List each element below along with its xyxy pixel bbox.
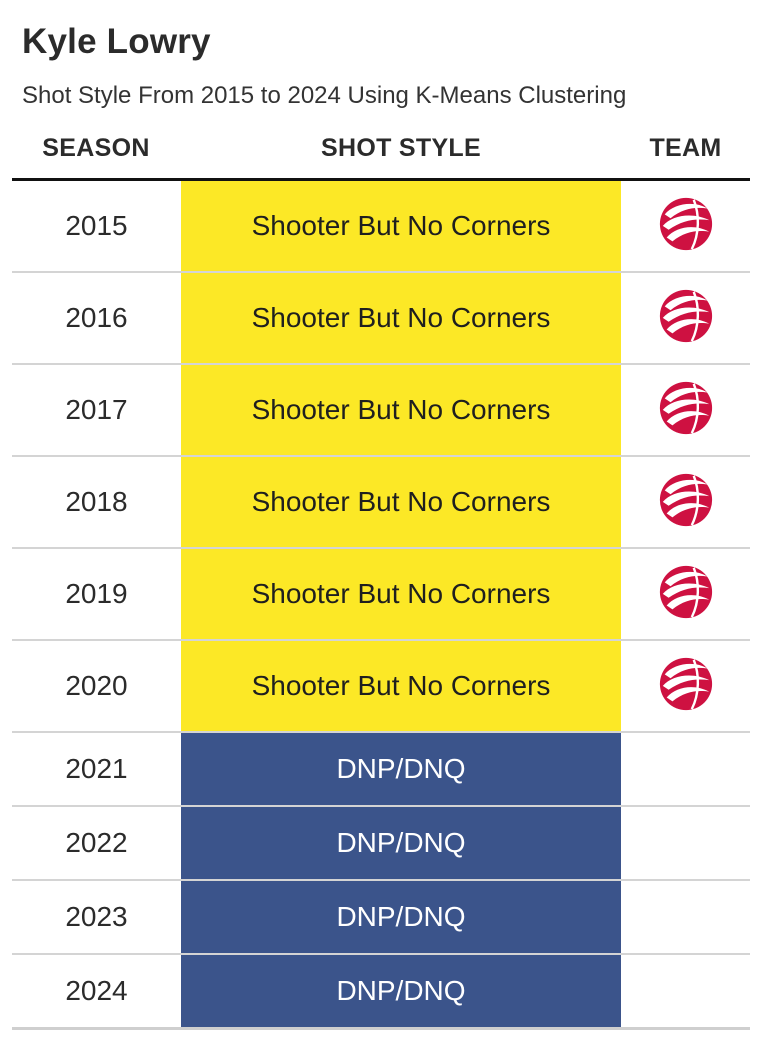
team-cell — [621, 807, 750, 879]
table-row: 2017 Shooter But No Corners — [12, 365, 750, 457]
season-cell: 2018 — [65, 486, 128, 517]
raptors-logo-icon — [659, 197, 712, 251]
team-cell — [621, 955, 750, 1027]
season-cell: 2019 — [65, 578, 128, 609]
raptors-logo-icon — [659, 473, 712, 527]
column-header-shot-style: SHOT STYLE — [321, 134, 481, 162]
raptors-logo-icon — [659, 565, 712, 619]
shot-style-cell: DNP/DNQ — [181, 881, 621, 953]
team-cell — [621, 881, 750, 953]
table-header: SEASON SHOT STYLE TEAM — [12, 130, 750, 170]
table-row: 2019 Shooter But No Corners — [12, 549, 750, 641]
shot-style-cell: DNP/DNQ — [181, 733, 621, 805]
column-header-team: TEAM — [649, 134, 722, 162]
shot-style-cell: Shooter But No Corners — [181, 641, 621, 731]
page-subtitle: Shot Style From 2015 to 2024 Using K-Mea… — [22, 82, 627, 109]
season-cell: 2021 — [65, 753, 128, 784]
team-cell — [621, 273, 750, 363]
season-cell: 2023 — [65, 901, 128, 932]
table-row: 2018 Shooter But No Corners — [12, 457, 750, 549]
team-cell — [621, 549, 750, 639]
table-row: 2024 DNP/DNQ — [12, 955, 750, 1030]
table-row: 2020 Shooter But No Corners — [12, 641, 750, 733]
team-cell — [621, 641, 750, 731]
shot-style-cell: Shooter But No Corners — [181, 365, 621, 455]
season-cell: 2017 — [65, 394, 128, 425]
shot-style-cell: Shooter But No Corners — [181, 273, 621, 363]
season-cell: 2015 — [65, 210, 128, 241]
raptors-logo-icon — [659, 381, 712, 435]
table-row: 2016 Shooter But No Corners — [12, 273, 750, 365]
shot-style-cell: DNP/DNQ — [181, 955, 621, 1027]
column-header-season: SEASON — [42, 134, 150, 162]
season-cell: 2016 — [65, 302, 128, 333]
team-cell — [621, 733, 750, 805]
table-row: 2023 DNP/DNQ — [12, 881, 750, 955]
raptors-logo-icon — [659, 657, 712, 711]
team-cell — [621, 457, 750, 547]
shot-style-cell: Shooter But No Corners — [181, 549, 621, 639]
season-cell: 2024 — [65, 975, 128, 1006]
shot-style-cell: Shooter But No Corners — [181, 181, 621, 271]
table-row: 2015 Shooter But No Corners — [12, 181, 750, 273]
page-title: Kyle Lowry — [22, 22, 211, 61]
shot-style-cell: DNP/DNQ — [181, 807, 621, 879]
season-cell: 2020 — [65, 670, 128, 701]
raptors-logo-icon — [659, 289, 712, 343]
header-divider — [12, 178, 750, 181]
team-cell — [621, 181, 750, 271]
team-cell — [621, 365, 750, 455]
table-row: 2021 DNP/DNQ — [12, 733, 750, 807]
shot-style-cell: Shooter But No Corners — [181, 457, 621, 547]
season-cell: 2022 — [65, 827, 128, 858]
table-row: 2022 DNP/DNQ — [12, 807, 750, 881]
shot-style-table: 2015 Shooter But No Corners 2016 Shooter Bu… — [12, 181, 750, 1030]
